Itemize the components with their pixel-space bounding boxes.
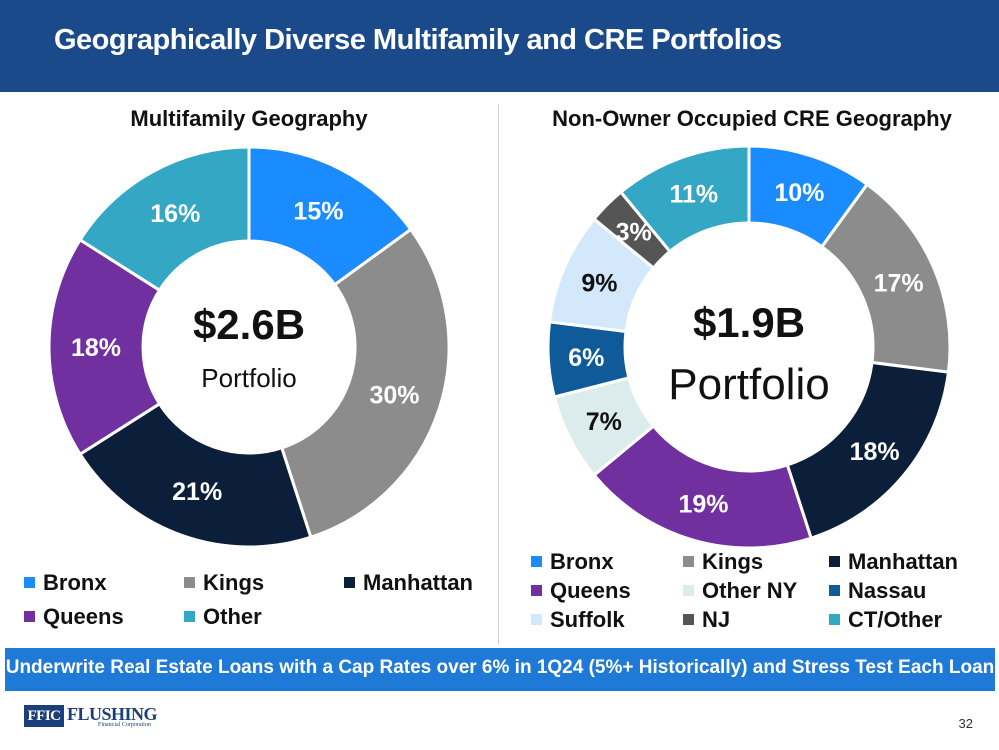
slide-header: Geographically Diverse Multifamily and C… [0, 0, 999, 92]
legend-swatch [829, 585, 840, 596]
legend-swatch [829, 556, 840, 567]
legend-label: Other [203, 604, 262, 629]
logo-subtitle: Financial Corporation [98, 722, 151, 728]
legend-swatch [184, 577, 195, 588]
slice-label-bronx: 15% [293, 198, 343, 226]
legend-item-kings: Kings [683, 549, 763, 575]
legend-item-suffolk: Suffolk [531, 607, 625, 633]
legend-swatch [531, 556, 542, 567]
slice-other [78, 145, 251, 293]
chart-divider [498, 104, 499, 644]
slice-ct-other [618, 144, 751, 254]
legend-label: Kings [203, 570, 265, 595]
legend-item-queens: Queens [531, 578, 631, 604]
slice-label-nassau: 6% [568, 344, 604, 372]
legend-label: Kings [702, 549, 764, 574]
legend-item-nj: NJ [683, 607, 730, 633]
slice-label-kings: 30% [369, 381, 419, 409]
legend-swatch [344, 577, 355, 588]
legend-swatch [24, 611, 35, 622]
legend-swatch [683, 556, 694, 567]
slice-label-bronx: 10% [774, 179, 824, 207]
legend-swatch [683, 614, 694, 625]
legend-label: Manhattan [363, 570, 473, 595]
legend-item-kings: Kings [184, 570, 264, 596]
legend-label: Queens [43, 604, 124, 629]
legend-item-manhattan: Manhattan [344, 570, 473, 596]
center-value: $2.6B [193, 301, 305, 348]
legend-label: NJ [702, 607, 731, 632]
legend-label: Manhattan [848, 549, 958, 574]
slice-kings [279, 227, 451, 540]
center-label: Portfolio [201, 363, 296, 393]
legend-label: Queens [550, 578, 631, 603]
legend-swatch [531, 585, 542, 596]
legend-label: CT/Other [848, 607, 943, 632]
banner-text: Underwrite Real Estate Loans with a Cap … [5, 657, 995, 678]
slice-label-kings: 17% [874, 269, 924, 297]
legend-item-manhattan: Manhattan [829, 549, 958, 575]
logo-word: FLUSHING [67, 704, 158, 724]
page-number: 32 [958, 716, 973, 731]
slice-label-queens: 19% [679, 491, 729, 519]
slice-label-ct-other: 11% [669, 181, 718, 209]
legend-item-other-ny: Other NY [683, 578, 797, 604]
legend-label: Bronx [43, 570, 107, 595]
legend-item-queens: Queens [24, 604, 124, 630]
legend-swatch [829, 614, 840, 625]
legend-item-bronx: Bronx [531, 549, 614, 575]
legend-item-other: Other [184, 604, 262, 630]
legend-swatch [683, 585, 694, 596]
legend-label: Suffolk [550, 607, 625, 632]
legend-item-ct-other: CT/Other [829, 607, 942, 633]
slice-label-other: 16% [150, 200, 200, 228]
slice-label-other-ny: 7% [586, 408, 622, 436]
logo-mark: FFIC [24, 705, 64, 727]
multifamily-chart-title: Multifamily Geography [130, 106, 368, 131]
legend-swatch [184, 611, 195, 622]
legend-swatch [24, 577, 35, 588]
legend-label: Bronx [550, 549, 614, 574]
slice-queens [592, 423, 814, 550]
slice-manhattan [78, 401, 313, 549]
center-value: $1.9B [693, 299, 805, 346]
legend-item-nassau: Nassau [829, 578, 926, 604]
center-label: Portfolio [668, 360, 829, 409]
legend-label: Nassau [848, 578, 927, 603]
legend-swatch [531, 614, 542, 625]
cre-chart-title: Non-Owner Occupied CRE Geography [552, 106, 952, 131]
slice-label-suffolk: 9% [581, 269, 617, 297]
underwriting-banner: Underwrite Real Estate Loans with a Cap … [5, 648, 995, 691]
legend-item-bronx: Bronx [24, 570, 107, 596]
slice-queens [47, 237, 162, 457]
slice-label-queens: 18% [71, 334, 121, 362]
legend-label: Other NY [702, 578, 798, 603]
slice-label-manhattan: 18% [850, 438, 900, 466]
slide-title: Geographically Diverse Multifamily and C… [54, 24, 782, 56]
slice-label-manhattan: 21% [172, 478, 222, 506]
